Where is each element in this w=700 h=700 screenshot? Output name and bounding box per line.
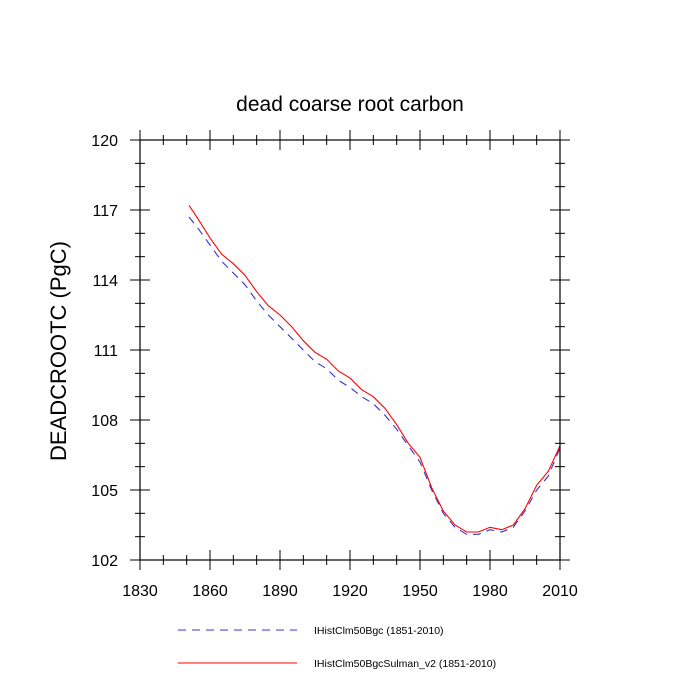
x-tick-label: 1890 bbox=[262, 583, 298, 600]
legend: IHistClm50Bgc (1851-2010) IHistClm50BgcSu… bbox=[178, 625, 496, 670]
y-tick-label: 114 bbox=[92, 273, 118, 290]
y-tick-label: 117 bbox=[92, 203, 118, 220]
plot-frame bbox=[139, 139, 561, 561]
axis-ticks: 1830 1860 1890 1920 1950 1980 2010 102 105 108 111… bbox=[91, 130, 578, 600]
y-tick-label: 111 bbox=[94, 343, 118, 360]
x-tick-label: 1920 bbox=[332, 583, 368, 600]
x-tick-label: 1980 bbox=[472, 583, 508, 600]
series-line-1 bbox=[188, 216, 561, 535]
x-tick-label: 1860 bbox=[192, 583, 228, 600]
chart-title: dead coarse root carbon bbox=[236, 93, 464, 116]
x-tick-label: 1950 bbox=[402, 583, 438, 600]
y-tick-label: 102 bbox=[91, 553, 118, 570]
y-tick-label: 108 bbox=[91, 413, 118, 430]
x-tick-label: 2010 bbox=[542, 583, 578, 600]
legend-label-1: IHistClm50Bgc (1851-2010) bbox=[314, 625, 444, 637]
y-axis-label: DEADCROOTC (PgC) bbox=[46, 241, 71, 461]
x-tick-label: 1830 bbox=[122, 583, 158, 600]
y-tick-label: 105 bbox=[91, 483, 118, 500]
series-lines bbox=[188, 204, 561, 535]
y-tick-label: 120 bbox=[91, 133, 118, 150]
legend-label-2: IHistClm50BgcSulman_v2 (1851-2010) bbox=[314, 658, 496, 670]
series-line-2 bbox=[188, 204, 561, 533]
